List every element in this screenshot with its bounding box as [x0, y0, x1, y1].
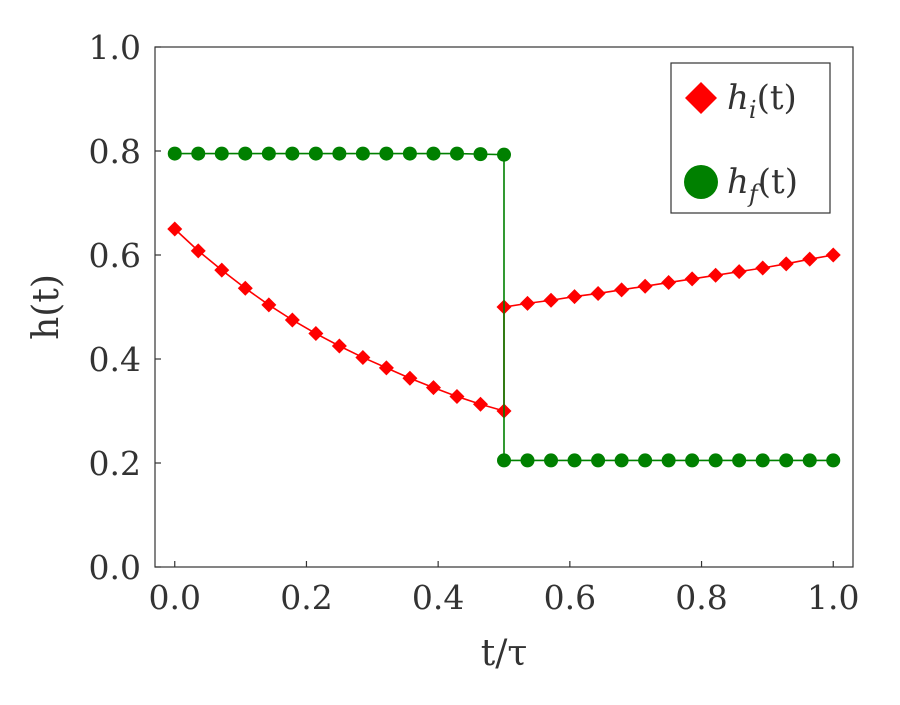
data-point — [731, 264, 747, 280]
data-point — [355, 349, 371, 365]
legend: hi(t) hf(t) — [670, 62, 831, 214]
x-tick-label: 0.4 — [412, 578, 464, 617]
legend-marker — [685, 82, 717, 114]
y-tick-label: 0.2 — [89, 444, 141, 483]
data-point — [802, 251, 818, 267]
data-point — [543, 292, 559, 308]
data-point — [826, 453, 841, 468]
data-point — [661, 275, 677, 291]
data-point — [285, 146, 300, 161]
data-point — [284, 312, 300, 328]
data-point — [614, 453, 629, 468]
data-point — [449, 146, 464, 161]
data-point — [473, 147, 488, 162]
data-point — [214, 146, 229, 161]
data-point — [591, 453, 606, 468]
data-point — [308, 326, 324, 342]
x-tick-label: 0.0 — [149, 578, 201, 617]
data-point — [778, 256, 794, 272]
data-point — [708, 267, 724, 283]
data-point — [355, 146, 370, 161]
data-point — [402, 146, 417, 161]
data-point — [378, 360, 394, 376]
data-point — [590, 285, 606, 301]
data-point — [779, 453, 794, 468]
data-point — [497, 453, 511, 468]
data-point — [567, 453, 582, 468]
x-tick-label: 1.0 — [807, 578, 859, 617]
data-point — [637, 278, 653, 294]
data-point — [190, 243, 206, 259]
data-point — [638, 453, 653, 468]
data-point — [802, 453, 817, 468]
x-axis-title: t/τ — [481, 633, 528, 674]
data-point — [685, 453, 700, 468]
series-layer — [167, 146, 841, 468]
data-point — [825, 247, 841, 263]
data-point — [449, 388, 465, 404]
data-point — [497, 147, 511, 162]
legend-item: hf(t) — [684, 162, 798, 208]
plot-frame — [154, 46, 854, 568]
data-point — [237, 280, 253, 296]
y-tick-label: 0.6 — [89, 236, 141, 275]
data-point — [238, 146, 253, 161]
data-point — [684, 271, 700, 287]
data-point — [261, 297, 277, 313]
data-point — [167, 221, 183, 237]
data-point — [379, 146, 394, 161]
x-tick-label: 0.2 — [280, 578, 332, 617]
data-point — [520, 453, 535, 468]
data-point — [544, 453, 559, 468]
data-point — [402, 370, 418, 386]
series-h-f — [167, 146, 841, 468]
data-point — [755, 260, 771, 276]
data-point — [520, 295, 536, 311]
legend-label: hi(t) — [727, 78, 797, 124]
x-tick-label: 0.6 — [544, 578, 596, 617]
data-point — [191, 146, 206, 161]
y-axis-title: h(t) — [26, 274, 67, 340]
legend-label: hf(t) — [727, 162, 798, 208]
data-point — [708, 453, 723, 468]
legend-marker — [684, 165, 718, 199]
legend-item: hi(t) — [685, 78, 797, 124]
y-tick-label: 0.8 — [89, 132, 141, 171]
data-point — [261, 146, 276, 161]
data-point — [214, 262, 230, 278]
data-point — [661, 453, 676, 468]
data-point — [332, 146, 347, 161]
x-tick-label: 0.8 — [675, 578, 727, 617]
ticks-layer: 0.0 0.2 0.4 0.6 0.8 1.0 0.0 0.2 0.4 0.6 0.8 1.0 — [89, 28, 860, 617]
data-point — [614, 282, 630, 298]
data-point — [308, 146, 323, 161]
data-point — [425, 380, 441, 396]
data-point — [331, 338, 347, 354]
y-tick-label: 0.4 — [89, 340, 141, 379]
y-tick-label: 0.0 — [89, 548, 141, 587]
data-point — [732, 453, 747, 468]
data-point — [472, 396, 488, 412]
y-tick-label: 1.0 — [89, 28, 141, 67]
data-point — [567, 289, 583, 305]
data-point — [167, 146, 182, 161]
data-point — [426, 146, 441, 161]
data-point — [755, 453, 770, 468]
